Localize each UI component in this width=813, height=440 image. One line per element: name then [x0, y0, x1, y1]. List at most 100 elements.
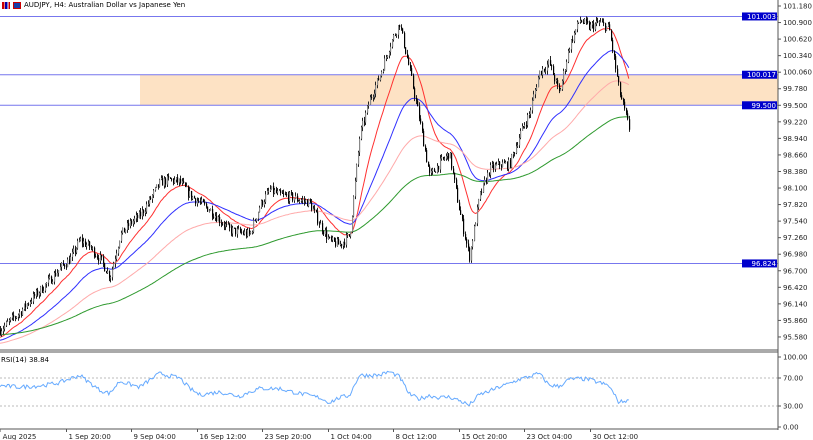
candle-body	[517, 145, 519, 147]
candle-body	[292, 193, 294, 201]
candle-body	[246, 231, 248, 237]
candle-body	[574, 32, 576, 42]
candle-body	[420, 118, 422, 123]
candle-body	[581, 20, 583, 23]
candle-body	[384, 58, 386, 71]
candle-body	[365, 112, 367, 123]
candle-body	[283, 193, 285, 195]
candle-body	[173, 179, 175, 183]
candle-body	[435, 171, 437, 173]
candle-body	[505, 162, 507, 163]
candle-body	[490, 165, 492, 175]
candle-body	[124, 227, 126, 233]
time-tick-label: 30 Oct 12:00	[593, 433, 639, 440]
candle-body	[563, 70, 565, 81]
price-tick-label: 96.700	[783, 267, 808, 275]
price-tick-label: 99.220	[783, 118, 808, 126]
candle-body	[358, 152, 360, 165]
candle-body	[1, 331, 3, 335]
candle-body	[393, 34, 395, 40]
candle-body	[621, 95, 623, 100]
candle-body	[542, 68, 544, 75]
candle-body	[337, 239, 339, 247]
candle-body	[308, 199, 310, 207]
candle-body	[589, 22, 591, 30]
candle-body	[562, 80, 564, 90]
candle-body	[149, 197, 151, 204]
candle-body	[22, 309, 24, 316]
candle-body	[92, 247, 94, 249]
candle-body	[249, 230, 251, 234]
price-tick-label: 101.180	[783, 3, 812, 11]
candle-body	[480, 191, 482, 200]
price-tick-label: 99.500	[783, 102, 808, 110]
candle-body	[49, 276, 51, 279]
candle-body	[566, 61, 568, 71]
candle-body	[605, 23, 607, 31]
level-price-tag	[742, 70, 777, 79]
candle-body	[235, 227, 237, 235]
ma-line-20	[0, 27, 630, 338]
candle-body	[203, 199, 205, 203]
candle-body	[171, 178, 173, 180]
candle-body	[592, 23, 594, 25]
candle-body	[441, 157, 443, 159]
candle-body	[468, 243, 470, 248]
candle-body	[219, 216, 221, 223]
candle-body	[510, 159, 512, 168]
candle-body	[495, 164, 497, 170]
candle-body	[304, 199, 306, 202]
candle-body	[197, 200, 199, 204]
candle-body	[609, 24, 611, 31]
candle-body	[182, 181, 184, 183]
candle-body	[133, 221, 135, 224]
candle-body	[375, 85, 377, 94]
candle-body	[527, 114, 529, 126]
candle-body	[145, 211, 147, 213]
candle-body	[462, 214, 464, 219]
candle-body	[12, 315, 14, 318]
candle-body	[110, 277, 112, 279]
candle-body	[210, 209, 212, 211]
rsi-tick-label: 100.00	[783, 354, 808, 362]
candle-body	[113, 263, 115, 270]
candle-body	[374, 93, 376, 97]
candle-body	[627, 113, 629, 120]
candle-body	[18, 314, 20, 317]
candle-body	[252, 231, 254, 233]
candle-body	[297, 195, 299, 201]
candle-body	[298, 200, 300, 202]
candle-body	[595, 23, 597, 30]
candle-body	[311, 202, 313, 211]
candle-body	[314, 208, 316, 210]
candle-body	[299, 201, 301, 202]
candle-body	[125, 229, 127, 233]
candle-body	[3, 328, 5, 332]
candle-body	[413, 75, 415, 89]
candle-body	[279, 190, 281, 192]
candle-body	[600, 21, 602, 23]
horizontal-levels[interactable]	[0, 15, 778, 264]
price-tick-label: 98.100	[783, 185, 808, 193]
candle-body	[560, 89, 562, 91]
candle-body	[352, 216, 354, 232]
candle-body	[380, 75, 382, 81]
level-price-tag	[742, 259, 777, 268]
candle-body	[569, 49, 571, 51]
candle-body	[310, 199, 312, 203]
candle-body	[277, 190, 279, 193]
candle-body	[538, 77, 540, 88]
candle-body	[370, 97, 372, 105]
candle-body	[212, 209, 214, 217]
candle-body	[131, 220, 133, 224]
candle-body	[624, 101, 626, 109]
candle-body	[618, 76, 620, 83]
candle-body	[386, 57, 388, 59]
candle-body	[148, 203, 150, 205]
candle-body	[268, 190, 270, 192]
candle-body	[4, 325, 6, 329]
candle-body	[387, 55, 389, 58]
candle-body	[504, 162, 506, 164]
candle-body	[305, 200, 307, 202]
